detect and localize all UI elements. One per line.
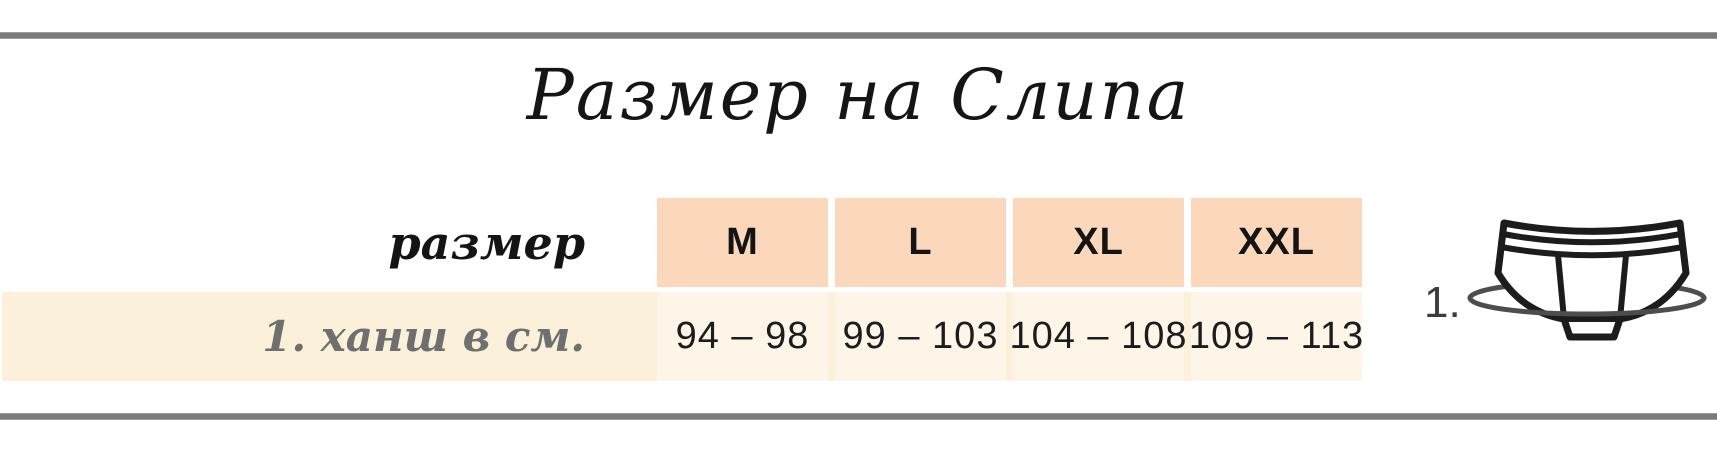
size-header-l: L (835, 198, 1006, 287)
hip-range-xl: 104 – 108 (1009, 292, 1187, 381)
hip-measure-row-label: 1. ханш в см. (262, 312, 585, 361)
briefs-with-measuring-band-icon (1467, 219, 1707, 341)
hip-range-m: 94 – 98 (657, 292, 828, 381)
hip-range-xxl: 109 – 113 (1189, 292, 1363, 381)
page-title: Размер на Слипа (526, 54, 1191, 136)
size-header-m: M (657, 198, 828, 287)
hip-range-l: 99 – 103 (835, 292, 1006, 381)
top-divider (0, 32, 1717, 39)
bottom-divider (0, 413, 1717, 420)
size-header-xl: XL (1013, 198, 1184, 287)
size-row-header-label: размер (388, 215, 586, 270)
measurement-point-number: 1. (1424, 278, 1461, 327)
size-header-xxl: XXL (1191, 198, 1362, 287)
